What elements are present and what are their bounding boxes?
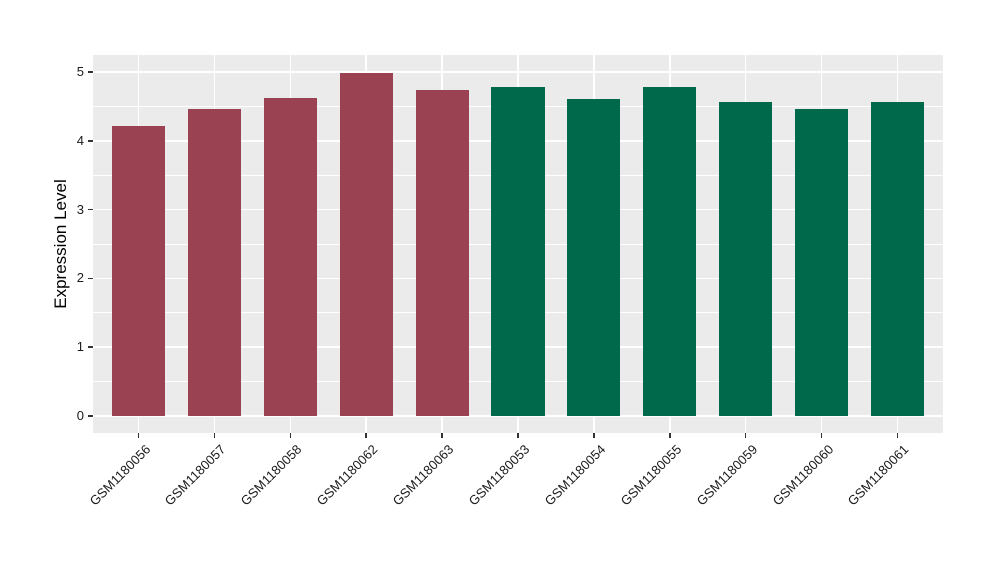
bar-GSM1180057 <box>187 108 241 416</box>
y-tick-mark <box>88 277 93 280</box>
bar-GSM1180062 <box>339 72 393 416</box>
x-tick-mark <box>593 433 595 438</box>
x-tick-mark <box>820 433 823 438</box>
x-tick-mark <box>441 433 443 438</box>
bar-GSM1180053 <box>491 87 545 416</box>
bar-GSM1180061 <box>870 101 925 416</box>
y-tick-mark <box>88 140 93 142</box>
x-tick-mark <box>289 433 292 438</box>
bar-GSM1180056 <box>111 126 166 416</box>
x-tick-mark <box>668 433 671 438</box>
y-tick-mark <box>88 415 93 417</box>
y-tick-label: 3 <box>76 201 84 217</box>
y-tick-mark <box>88 71 93 73</box>
bar-GSM1180055 <box>643 86 697 416</box>
x-tick-mark <box>744 433 747 438</box>
bar-GSM1180059 <box>719 101 773 416</box>
x-tick-mark <box>896 433 899 438</box>
y-tick-mark <box>88 346 93 348</box>
y-tick-label: 0 <box>76 407 84 423</box>
y-tick-label: 5 <box>76 64 84 80</box>
x-tick-mark <box>365 433 367 438</box>
y-tick-label: 1 <box>76 339 84 355</box>
y-axis-title: Expression Level <box>51 179 70 309</box>
bar-GSM1180060 <box>795 109 849 416</box>
bar-GSM1180054 <box>567 98 621 416</box>
bar-GSM1180063 <box>415 90 469 416</box>
y-tick-mark <box>88 208 93 211</box>
x-tick-mark <box>213 433 216 438</box>
y-tick-label: 4 <box>76 132 84 148</box>
x-tick-mark <box>137 433 140 438</box>
y-tick-label: 2 <box>76 270 84 286</box>
bar-GSM1180058 <box>263 97 317 416</box>
x-tick-mark <box>517 433 519 438</box>
plot-panel <box>93 55 943 433</box>
